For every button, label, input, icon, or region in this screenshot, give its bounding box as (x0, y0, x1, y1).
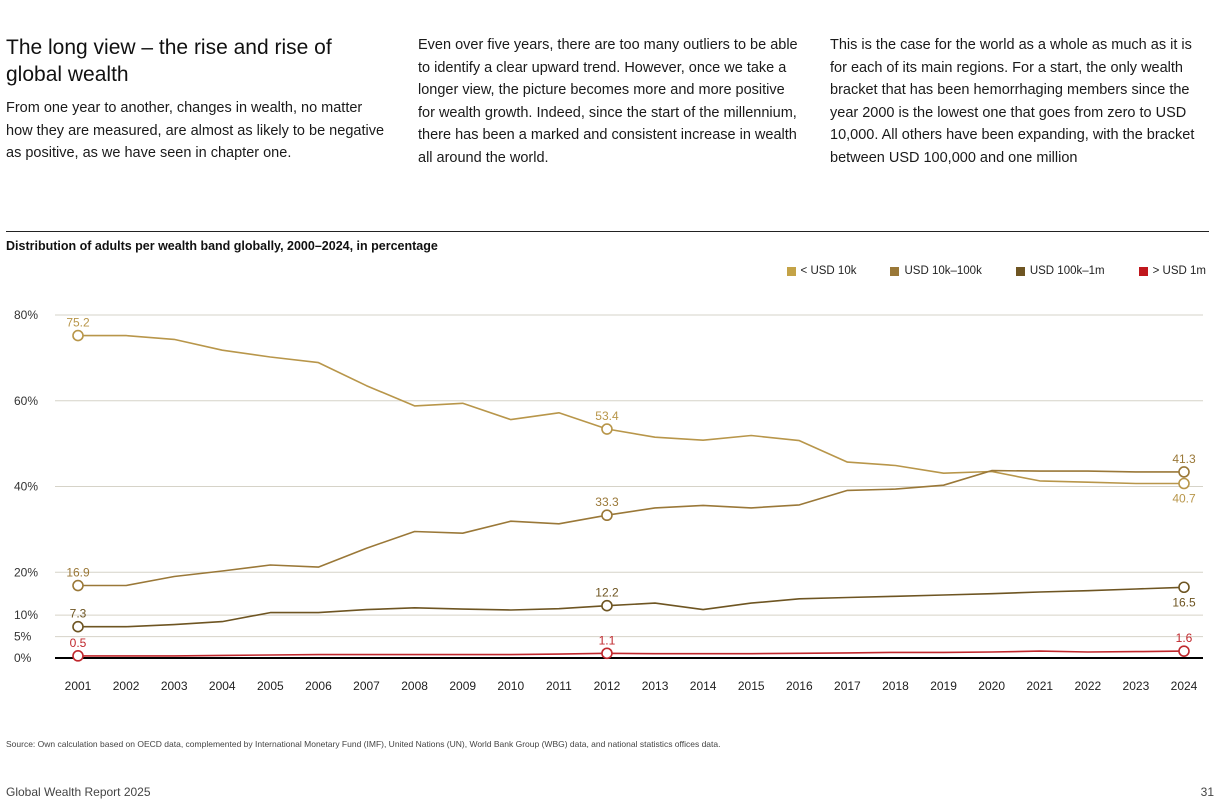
data-point-marker (601, 509, 613, 522)
x-tick-label: 2009 (449, 679, 476, 693)
article-column-2: Even over five years, there are too many… (418, 34, 798, 169)
footer-report-title: Global Wealth Report 2025 (6, 785, 151, 799)
data-label: 12.2 (595, 586, 619, 600)
y-tick-label: 80% (14, 308, 38, 322)
legend-swatch-10k-100k (890, 266, 900, 276)
data-label: 41.3 (1172, 452, 1196, 466)
legend-label-100k-1m: USD 100k–1m (1029, 265, 1105, 277)
data-label: 16.9 (66, 566, 90, 580)
x-tick-label: 2001 (65, 679, 92, 693)
data-label: 33.3 (595, 495, 619, 509)
y-tick-label: 0% (14, 651, 32, 665)
x-tick-label: 2015 (738, 679, 765, 693)
x-tick-label: 2007 (353, 679, 380, 693)
data-label: 75.2 (66, 316, 90, 330)
section-heading: The long view – the rise and rise of glo… (6, 36, 332, 86)
x-tick-label: 2014 (690, 679, 717, 693)
column-1-text: From one year to another, changes in wea… (6, 100, 385, 161)
y-tick-label: 40% (14, 480, 38, 494)
source-note: Source: Own calculation based on OECD da… (6, 739, 721, 749)
chart-legend: < USD 10k USD 10k–100k USD 100k–1m > USD… (786, 265, 1206, 277)
data-point-marker (601, 599, 613, 612)
data-label: 1.6 (1176, 631, 1193, 645)
article-column-3: This is the case for the world as a whol… (830, 34, 1210, 169)
x-tick-label: 2002 (113, 679, 140, 693)
y-tick-label: 20% (14, 565, 38, 579)
x-tick-label: 2010 (497, 679, 524, 693)
series-line-2 (78, 586, 1185, 628)
x-tick-label: 2016 (786, 679, 813, 693)
y-tick-label: 5% (14, 630, 32, 644)
legend-item-10k-100k: USD 10k–100k (890, 265, 982, 277)
legend-label-10k-100k: USD 10k–100k (904, 265, 982, 277)
data-point-marker (1178, 466, 1190, 478)
legend-swatch-100k-1m (1015, 266, 1025, 276)
legend-label-under-10k: < USD 10k (800, 265, 857, 277)
x-tick-label: 2019 (930, 679, 957, 693)
legend-item-under-10k: < USD 10k (786, 265, 857, 277)
series-line-1 (78, 469, 1184, 587)
article-column-1: The long view – the rise and rise of glo… (6, 34, 386, 165)
data-point-marker (1178, 477, 1190, 490)
chart-title: Distribution of adults per wealth band g… (6, 239, 438, 253)
legend-swatch-under-10k (786, 266, 796, 276)
x-tick-label: 2017 (834, 679, 861, 693)
data-point-marker (1178, 581, 1190, 594)
legend-item-over-1m: > USD 1m (1138, 265, 1206, 277)
footer-page-number: 31 (1200, 785, 1214, 799)
column-3-text: This is the case for the world as a whol… (830, 37, 1195, 166)
x-tick-label: 2024 (1171, 679, 1198, 693)
x-tick-label: 2013 (642, 679, 669, 693)
x-tick-label: 2004 (209, 679, 236, 693)
data-label: 53.4 (595, 409, 619, 423)
data-point-marker (601, 647, 613, 660)
line-chart: 0% 5% 10% 20% 40% 60% 80% 2001 2002 2003 2004 2005 2… (14, 308, 1203, 693)
x-tick-label: 2006 (305, 679, 332, 693)
x-tick-label: 2003 (161, 679, 188, 693)
data-point-marker (72, 650, 84, 662)
series-line-0 (78, 334, 1184, 485)
data-point-marker (72, 620, 84, 633)
data-label: 16.5 (1172, 595, 1196, 609)
x-tick-label: 2011 (546, 679, 572, 693)
legend-item-100k-1m: USD 100k–1m (1015, 265, 1105, 277)
x-tick-label: 2018 (882, 679, 909, 693)
y-tick-label: 10% (14, 608, 38, 622)
y-tick-label: 60% (14, 394, 38, 408)
x-tick-label: 2023 (1123, 679, 1150, 693)
x-tick-label: 2005 (257, 679, 284, 693)
data-point-marker (1178, 645, 1190, 657)
data-label: 1.1 (599, 633, 616, 647)
series-line-3 (78, 650, 1185, 657)
data-label: 7.3 (70, 607, 87, 621)
x-tick-label: 2012 (594, 679, 621, 693)
data-point-marker (72, 579, 84, 592)
x-tick-label: 2022 (1074, 679, 1101, 693)
x-tick-label: 2020 (978, 679, 1005, 693)
data-label: 40.7 (1172, 491, 1196, 505)
chart-top-rule (6, 231, 1209, 232)
column-2-text: Even over five years, there are too many… (418, 37, 798, 166)
data-label: 0.5 (70, 636, 87, 650)
x-tick-label: 2021 (1026, 679, 1053, 693)
legend-swatch-over-1m (1138, 266, 1148, 276)
legend-label-over-1m: > USD 1m (1152, 265, 1206, 277)
x-tick-label: 2008 (401, 679, 428, 693)
data-point-marker (72, 329, 84, 342)
data-point-marker (601, 423, 613, 435)
